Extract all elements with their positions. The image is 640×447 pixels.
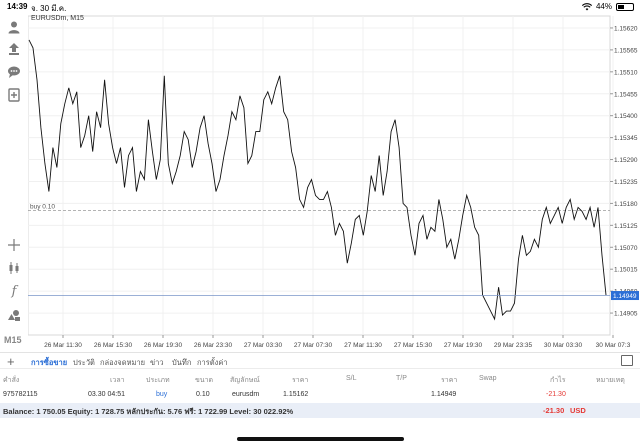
y-tick-label: 1.14905 [614, 311, 638, 318]
x-tick-label: 26 Mar 15:30 [94, 342, 133, 349]
y-tick-label: 1.15180 [614, 201, 638, 208]
chat-icon[interactable] [5, 63, 23, 81]
battery-percent: 44% [595, 2, 612, 11]
status-bar: 14:39 จ. 30 มี.ค. 44% [0, 0, 640, 14]
x-tick-label: 27 Mar 11:30 [344, 342, 382, 349]
tab-settings[interactable]: การตั้งค่า [197, 358, 228, 367]
x-tick-label: 27 Mar 03:30 [244, 342, 283, 349]
chart-toolbar: f [0, 14, 28, 351]
column-header: Swap [479, 375, 497, 382]
order-size: 0.10 [196, 391, 210, 398]
wifi-icon [581, 2, 592, 10]
y-tick-label: 1.15620 [614, 25, 638, 32]
y-tick-label: 1.15125 [614, 223, 638, 230]
current-price-badge [611, 291, 639, 301]
tab-history[interactable]: ประวัติ [73, 358, 95, 367]
add-icon[interactable]: + [7, 354, 15, 369]
column-header: ประเภท [146, 377, 170, 384]
balance-bar: Balance: 1 750.05 Equity: 1 728.75 หลักป… [0, 403, 640, 418]
tab-trade[interactable]: การซื้อขาย [31, 358, 68, 367]
x-tick-label: 30 Mar 03:30 [544, 342, 583, 349]
order-type: buy [156, 391, 168, 398]
x-tick-label: 27 Mar 07:30 [294, 342, 333, 349]
x-tick-label: 30 Mar 07:3 [596, 342, 631, 349]
chart-symbol: EURUSDm, M15 [31, 15, 84, 22]
price-chart[interactable]: 26 Mar 11:30 26 Mar 15:30 26 Mar 19:30 26 M… [28, 14, 640, 351]
tab-journal[interactable]: บันทึก [172, 358, 192, 367]
column-header: ขนาด [195, 377, 214, 384]
order-id: 975782115 [3, 391, 38, 398]
order-open-price: 1.15162 [283, 391, 309, 398]
order-current-price: 1.14949 [431, 391, 457, 398]
table-row[interactable]: 975782115 03.30 04:51 buy 0.10 eurusdm 1… [0, 388, 640, 402]
y-tick-label: 1.15565 [614, 47, 638, 54]
terminal-tabs: + การซื้อขาย ประวัติ กล่องจดหมาย ข่าว บั… [0, 352, 640, 369]
home-indicator[interactable] [237, 437, 404, 441]
objects-icon[interactable] [5, 306, 23, 324]
tab-mailbox[interactable]: กล่องจดหมาย [100, 358, 146, 367]
total-profit: -21.30 [543, 406, 565, 415]
order-time: 03.30 04:51 [88, 391, 125, 398]
y-tick-label: 1.15510 [614, 69, 638, 76]
order-line-label: buy 0.10 [30, 204, 55, 211]
x-tick-label: 26 Mar 11:30 [44, 342, 82, 349]
new-order-icon[interactable] [5, 86, 23, 104]
status-right: 44% [581, 2, 634, 11]
crosshair-icon[interactable] [5, 236, 23, 254]
y-tick-label: 1.15455 [614, 91, 638, 98]
profit-currency: USD [570, 406, 586, 415]
y-tick-label: 1.15400 [614, 113, 638, 120]
status-time: 14:39 [7, 2, 28, 11]
column-header: เวลา [110, 377, 125, 384]
y-tick-label: 1.15345 [614, 135, 638, 142]
status-date: จ. 30 มี.ค. [31, 4, 67, 13]
order-profit: -21.30 [546, 391, 566, 398]
column-header: ราคา [441, 377, 458, 384]
account-icon[interactable] [5, 18, 23, 36]
column-header: T/P [396, 375, 407, 382]
column-header: คำสั่ง [3, 377, 20, 384]
x-tick-label: 29 Mar 23:35 [494, 342, 533, 349]
order-symbol: eurusdm [232, 391, 260, 398]
column-header: ราคา [292, 377, 309, 384]
y-tick-label: 1.15070 [614, 245, 638, 252]
x-tick-label: 26 Mar 19:30 [144, 342, 183, 349]
tab-news[interactable]: ข่าว [150, 358, 164, 367]
x-tick-label: 26 Mar 23:30 [194, 342, 233, 349]
balance-summary: Balance: 1 750.05 Equity: 1 728.75 หลักป… [3, 407, 294, 416]
layout-toggle-icon[interactable] [621, 355, 633, 366]
chart-canvas: 26 Mar 11:30 26 Mar 15:30 26 Mar 19:30 26 M… [28, 15, 639, 349]
battery-icon [616, 2, 634, 11]
plot-frame [28, 15, 611, 336]
column-header: สัญลักษณ์ [230, 377, 260, 384]
chart-type-icon[interactable] [5, 259, 23, 277]
indicators-icon[interactable]: f [11, 283, 17, 299]
current-price-label: 1.14949 [613, 293, 637, 300]
column-header: S/L [346, 375, 357, 382]
price-series-line [28, 39, 607, 321]
y-tick-label: 1.15290 [614, 157, 638, 164]
y-tick-label: 1.15235 [614, 179, 638, 186]
timeframe-button[interactable]: M15 [4, 335, 22, 345]
column-header: หมายเหตุ [596, 377, 625, 384]
trade-icon[interactable] [5, 40, 23, 58]
x-tick-label: 27 Mar 15:30 [394, 342, 433, 349]
x-tick-label: 27 Mar 19:30 [444, 342, 483, 349]
y-tick-label: 1.15015 [614, 267, 638, 274]
orders-table-header: คำสั่ง เวลา ประเภท ขนาด สัญลักษณ์ ราคา S… [0, 372, 640, 386]
column-header: กำไร [550, 377, 566, 384]
